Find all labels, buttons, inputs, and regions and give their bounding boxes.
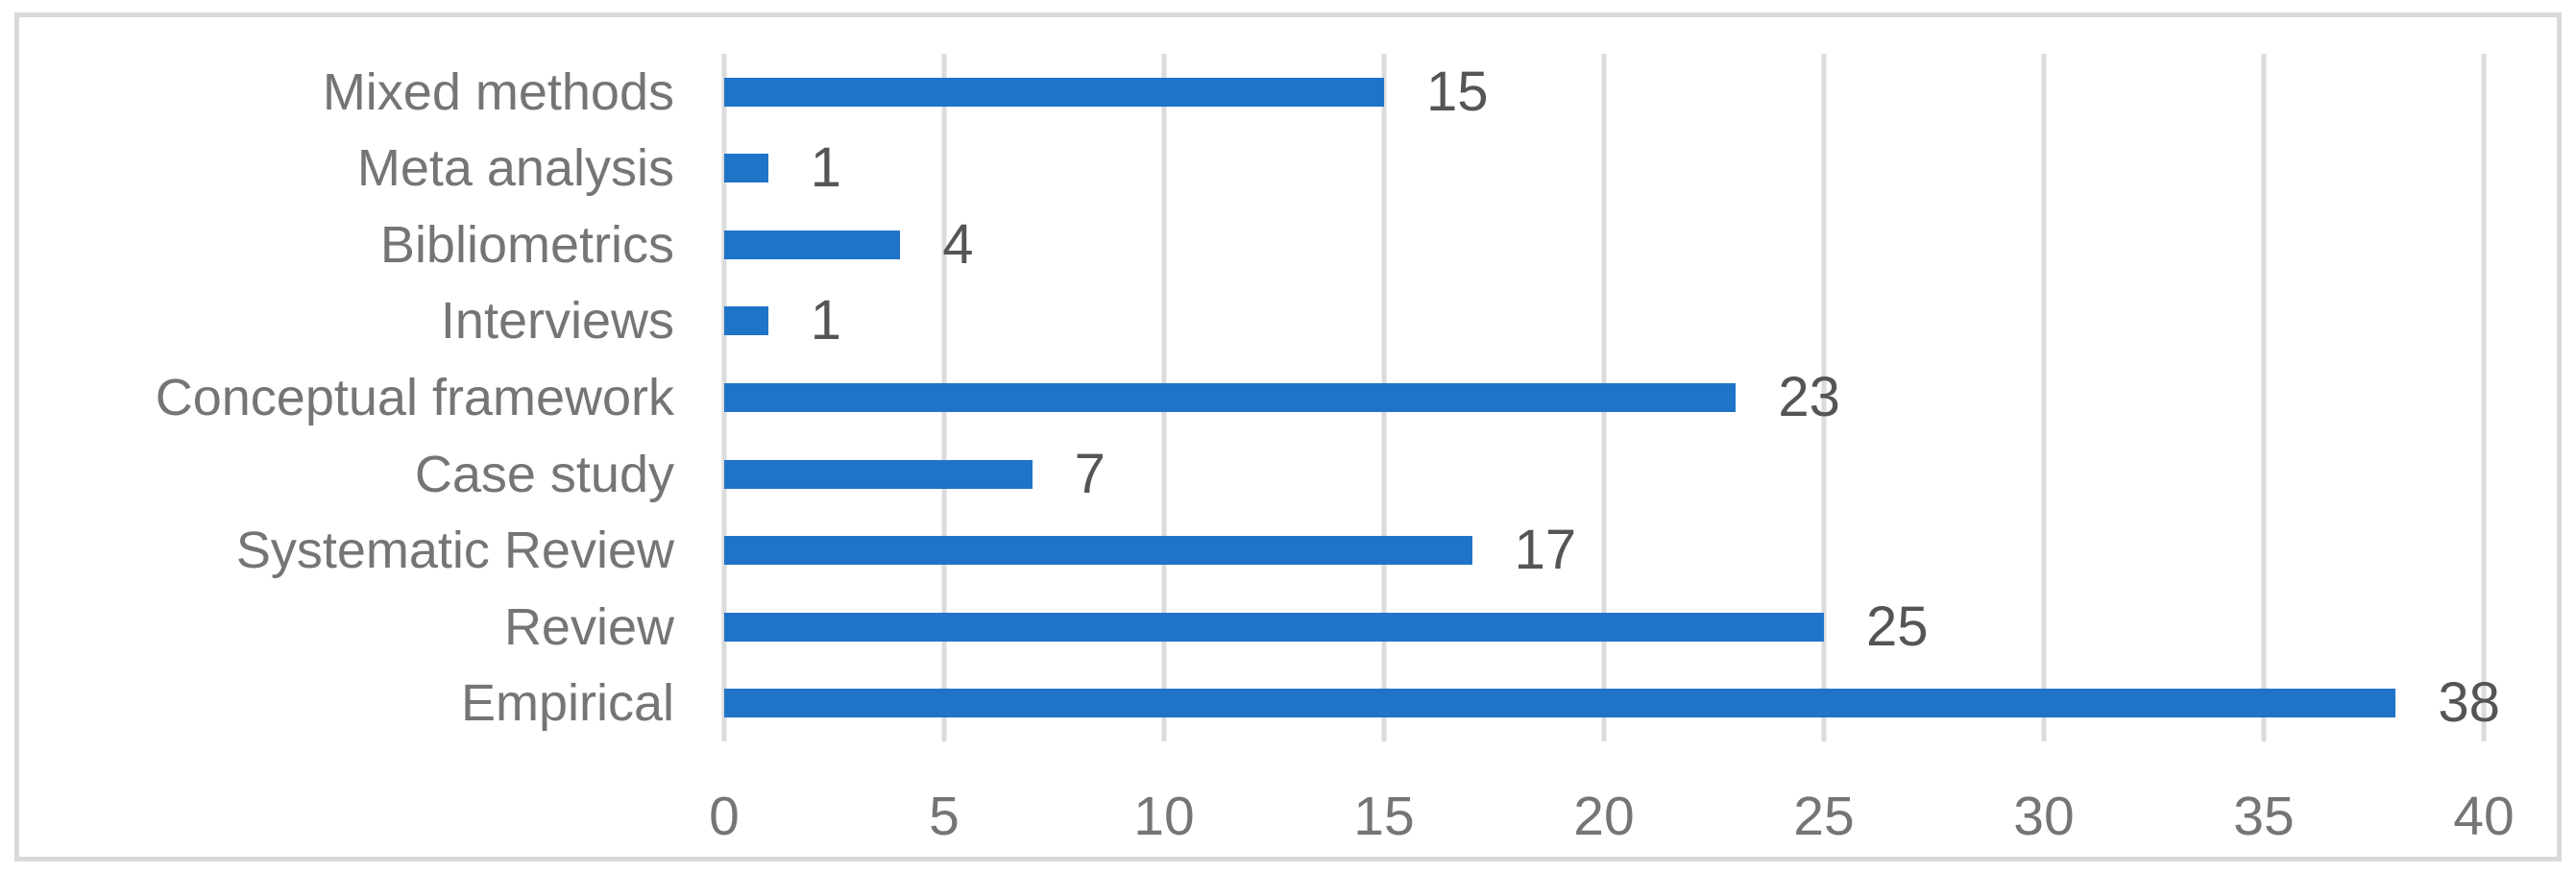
category-label: Empirical (460, 674, 674, 733)
bar (724, 536, 1472, 566)
category-label: Case study (414, 445, 674, 503)
bar (724, 459, 1033, 489)
x-tick-label: 30 (2013, 786, 2075, 847)
x-tick-label: 25 (1793, 786, 1855, 847)
data-label: 1 (810, 136, 842, 200)
chart-row: 23 (724, 359, 2484, 436)
bar-rows: 15 1 4 1 23 7 17 25 38 (724, 54, 2500, 742)
data-label: 25 (1866, 595, 1929, 658)
chart-row: 7 (724, 436, 2484, 513)
bar (724, 77, 1384, 107)
data-label: 1 (810, 289, 842, 352)
x-tick-label: 20 (1573, 786, 1635, 847)
x-tick-label: 40 (2453, 786, 2515, 847)
x-tick-label: 5 (929, 786, 960, 847)
category-label: Interviews (440, 292, 674, 351)
plot-area: 15 1 4 1 23 7 17 25 38 (721, 54, 2500, 742)
x-tick-label: 35 (2233, 786, 2295, 847)
chart-row: 38 (724, 666, 2500, 742)
data-label: 4 (942, 212, 974, 276)
category-axis-labels: Mixed methods Meta analysis Bibliometrics I… (29, 54, 674, 741)
gridline (2481, 54, 2487, 741)
chart-row: 17 (724, 512, 2484, 589)
data-label: 15 (1426, 60, 1489, 123)
chart-row: 4 (724, 206, 2484, 283)
data-label: 7 (1074, 442, 1106, 505)
x-axis-tick-labels: 0 5 10 15 20 25 30 35 40 (709, 786, 2515, 847)
chart-row: 25 (724, 589, 2484, 666)
x-tick-label: 0 (709, 786, 740, 847)
category-label: Mixed methods (322, 62, 674, 121)
x-tick-label: 10 (1133, 786, 1195, 847)
gridline (2261, 54, 2267, 741)
bar (724, 306, 768, 336)
gridline (2041, 54, 2047, 741)
chart-row: 15 (724, 54, 2484, 131)
data-label: 17 (1514, 519, 1577, 582)
bar (724, 689, 2396, 718)
category-label: Systematic Review (235, 522, 674, 580)
category-label: Meta analysis (356, 139, 674, 198)
category-label: Review (503, 597, 674, 656)
chart-border-frame (14, 12, 2562, 862)
bar (724, 154, 768, 183)
chart-row: 1 (724, 131, 2484, 207)
x-tick-label: 15 (1353, 786, 1415, 847)
gridline (1821, 54, 1827, 741)
chart-row: 1 (724, 283, 2484, 360)
bar (724, 383, 1737, 413)
category-label: Conceptual framework (155, 369, 674, 427)
category-label: Bibliometrics (379, 215, 674, 274)
data-label: 38 (2438, 671, 2500, 735)
data-label: 23 (1778, 366, 1840, 429)
bar (724, 230, 901, 259)
bar (724, 612, 1824, 642)
